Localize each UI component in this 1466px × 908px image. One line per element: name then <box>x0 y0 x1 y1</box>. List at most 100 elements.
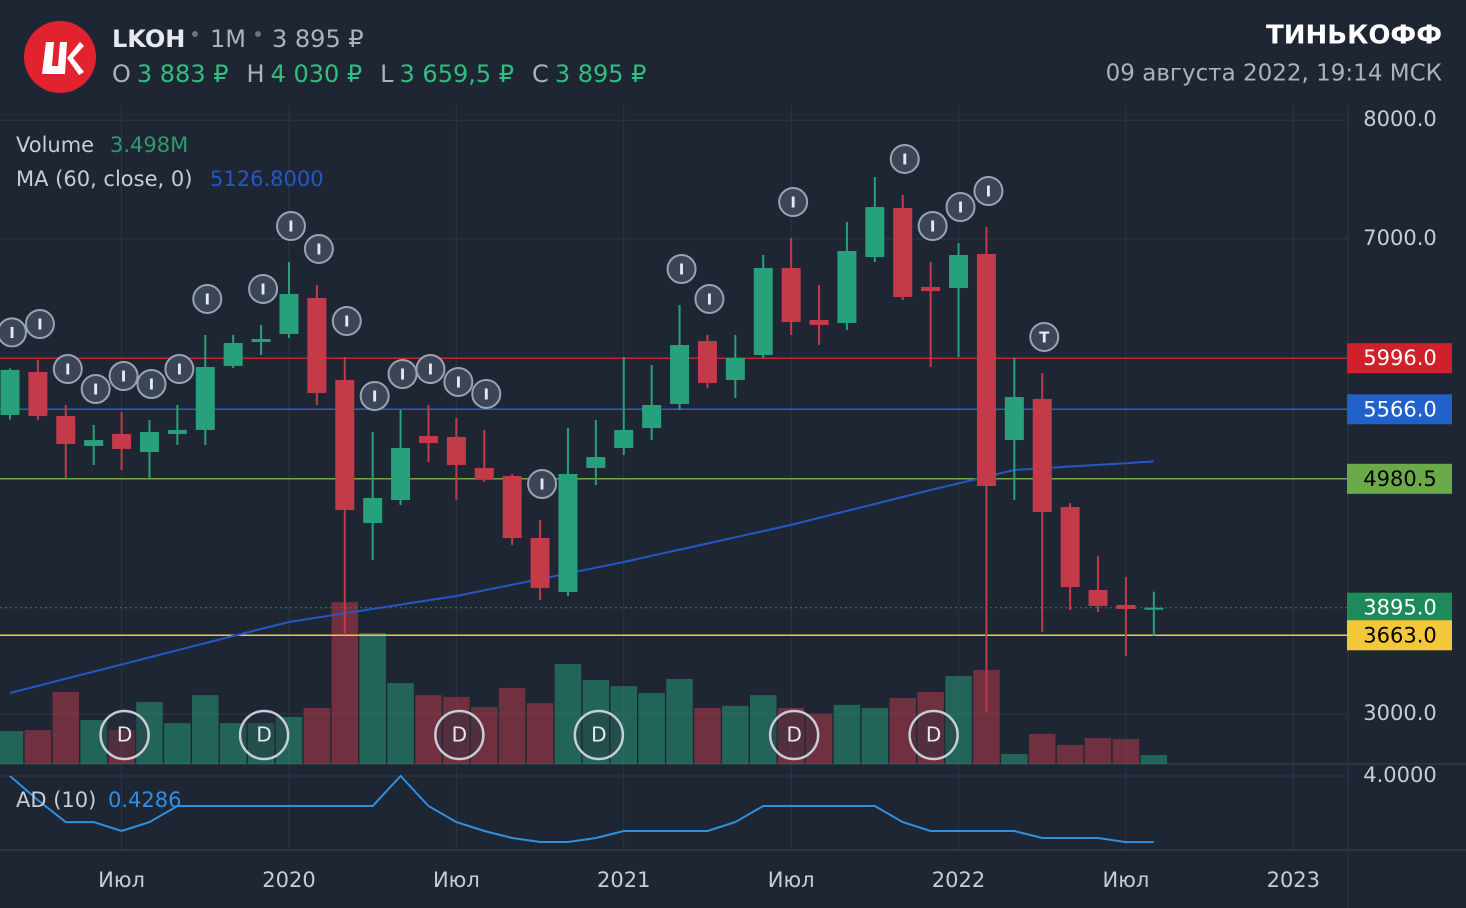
volume-bar <box>1056 744 1084 764</box>
candle-body <box>976 253 996 486</box>
dividend-marker-label: D <box>591 723 606 747</box>
candle-body <box>446 436 466 465</box>
dividend-marker <box>99 709 150 761</box>
idea-marker-label: I <box>149 375 155 393</box>
dividend-marker-label: D <box>117 723 132 747</box>
candle-body <box>614 429 634 448</box>
candle-body <box>809 319 829 325</box>
legend-value: 3.498M <box>110 133 188 157</box>
ohlc-value: 3 659,5 ₽ <box>400 60 515 88</box>
candle-body <box>307 298 327 394</box>
candle-body <box>837 250 857 323</box>
logo <box>24 21 96 93</box>
candle-body <box>781 267 801 323</box>
y-tick-label: 3000.0 <box>1363 701 1436 725</box>
markers: I I I I I I I I I I I I I I I I I I I I I I I I I T D D D D D D <box>0 143 1060 761</box>
idea-marker-label: I <box>93 380 99 398</box>
idea-marker <box>303 233 334 264</box>
volume-bar <box>387 683 414 764</box>
axes: 3000.0 7000.0 8000.0 Июл 2020 Июл 2021 Июл 2022 И… <box>98 107 1452 892</box>
interval: 1M <box>210 25 246 53</box>
volume-bar <box>526 703 554 764</box>
dividend-marker <box>434 709 485 761</box>
idea-marker-label: I <box>9 324 15 342</box>
idea-marker-label: I <box>288 218 294 236</box>
idea-marker-label: I <box>400 365 406 383</box>
candle-body <box>1032 398 1052 513</box>
legend-value: 5126.8000 <box>210 167 324 191</box>
level-label: 5996.0 <box>1363 346 1436 370</box>
brand: ТИНЬКОФФ <box>1266 21 1442 51</box>
idea-marker <box>415 354 446 385</box>
dividend-marker <box>238 709 290 761</box>
ma-line <box>9 460 1154 694</box>
candle-body <box>223 343 243 366</box>
candle-body <box>921 286 941 292</box>
candle-body <box>195 367 215 430</box>
volume-bar <box>1084 738 1112 764</box>
volume-bar <box>917 692 944 764</box>
idea-marker <box>24 309 55 340</box>
dividend-marker <box>768 709 820 761</box>
level-label: 4980.5 <box>1363 467 1436 491</box>
candle-body <box>28 371 48 417</box>
idea-marker <box>80 373 111 404</box>
ticker: LKOH <box>112 25 185 53</box>
price: 3 895 ₽ <box>272 25 364 53</box>
level-label-box <box>1347 343 1452 374</box>
legend-name: MA (60, close, 0) <box>16 167 192 191</box>
volume-bar <box>498 687 526 764</box>
idea-marker <box>192 283 223 314</box>
idea-marker-label: I <box>539 475 545 493</box>
dividend-marker-label: D <box>926 723 941 747</box>
candle-body <box>558 474 578 593</box>
legend-name: AD (10) <box>16 788 96 812</box>
candle-body <box>949 255 969 289</box>
ohlc-value: 3 895 ₽ <box>555 60 647 88</box>
volume-bar <box>554 664 582 764</box>
volume-bar <box>889 697 916 764</box>
idea-marker-label: I <box>790 194 796 212</box>
ohlc-key: O <box>112 60 131 88</box>
idea-marker <box>136 368 167 399</box>
x-tick-label: Июл <box>1103 868 1150 892</box>
idea-marker <box>275 211 306 242</box>
idea-marker-label: I <box>65 361 71 379</box>
separator <box>192 31 198 37</box>
idea-marker-label: I <box>428 361 434 379</box>
volume-bar <box>666 678 693 764</box>
idea-marker <box>443 366 474 397</box>
idea-marker-label: I <box>260 280 266 298</box>
idea-marker <box>331 306 362 337</box>
candle-body <box>56 416 76 444</box>
idea-marker-label: I <box>707 290 713 308</box>
candle-body <box>391 447 411 501</box>
volume-bar <box>694 707 721 764</box>
candle-body <box>530 538 550 589</box>
level-label: 3663.0 <box>1363 623 1436 647</box>
volume-bar <box>303 707 331 764</box>
candle-body <box>418 436 438 444</box>
idea-marker-label: T <box>1039 328 1050 346</box>
ohlc-value: 4 030 ₽ <box>271 60 363 88</box>
candle-body <box>1004 397 1024 441</box>
idea-marker <box>666 254 697 285</box>
y-tick-label: 8000.0 <box>1363 107 1436 131</box>
x-tick-label: Июл <box>768 868 815 892</box>
idea-marker <box>778 187 809 218</box>
volume-bar <box>722 705 749 764</box>
candle-body <box>1060 507 1080 588</box>
volume-bar <box>1112 739 1140 764</box>
volume-bar <box>1028 733 1056 764</box>
candle-body <box>474 467 494 479</box>
volume-bar <box>610 686 638 764</box>
x-tick-label: Июл <box>433 868 480 892</box>
idea-marker-label: I <box>679 261 685 279</box>
separator <box>255 31 261 37</box>
ad-tick-label: 4.0000 <box>1363 763 1436 787</box>
idea-marker <box>917 211 948 242</box>
idea-marker-label: I <box>958 199 964 217</box>
idea-marker <box>164 354 195 385</box>
candle-body <box>279 293 299 334</box>
